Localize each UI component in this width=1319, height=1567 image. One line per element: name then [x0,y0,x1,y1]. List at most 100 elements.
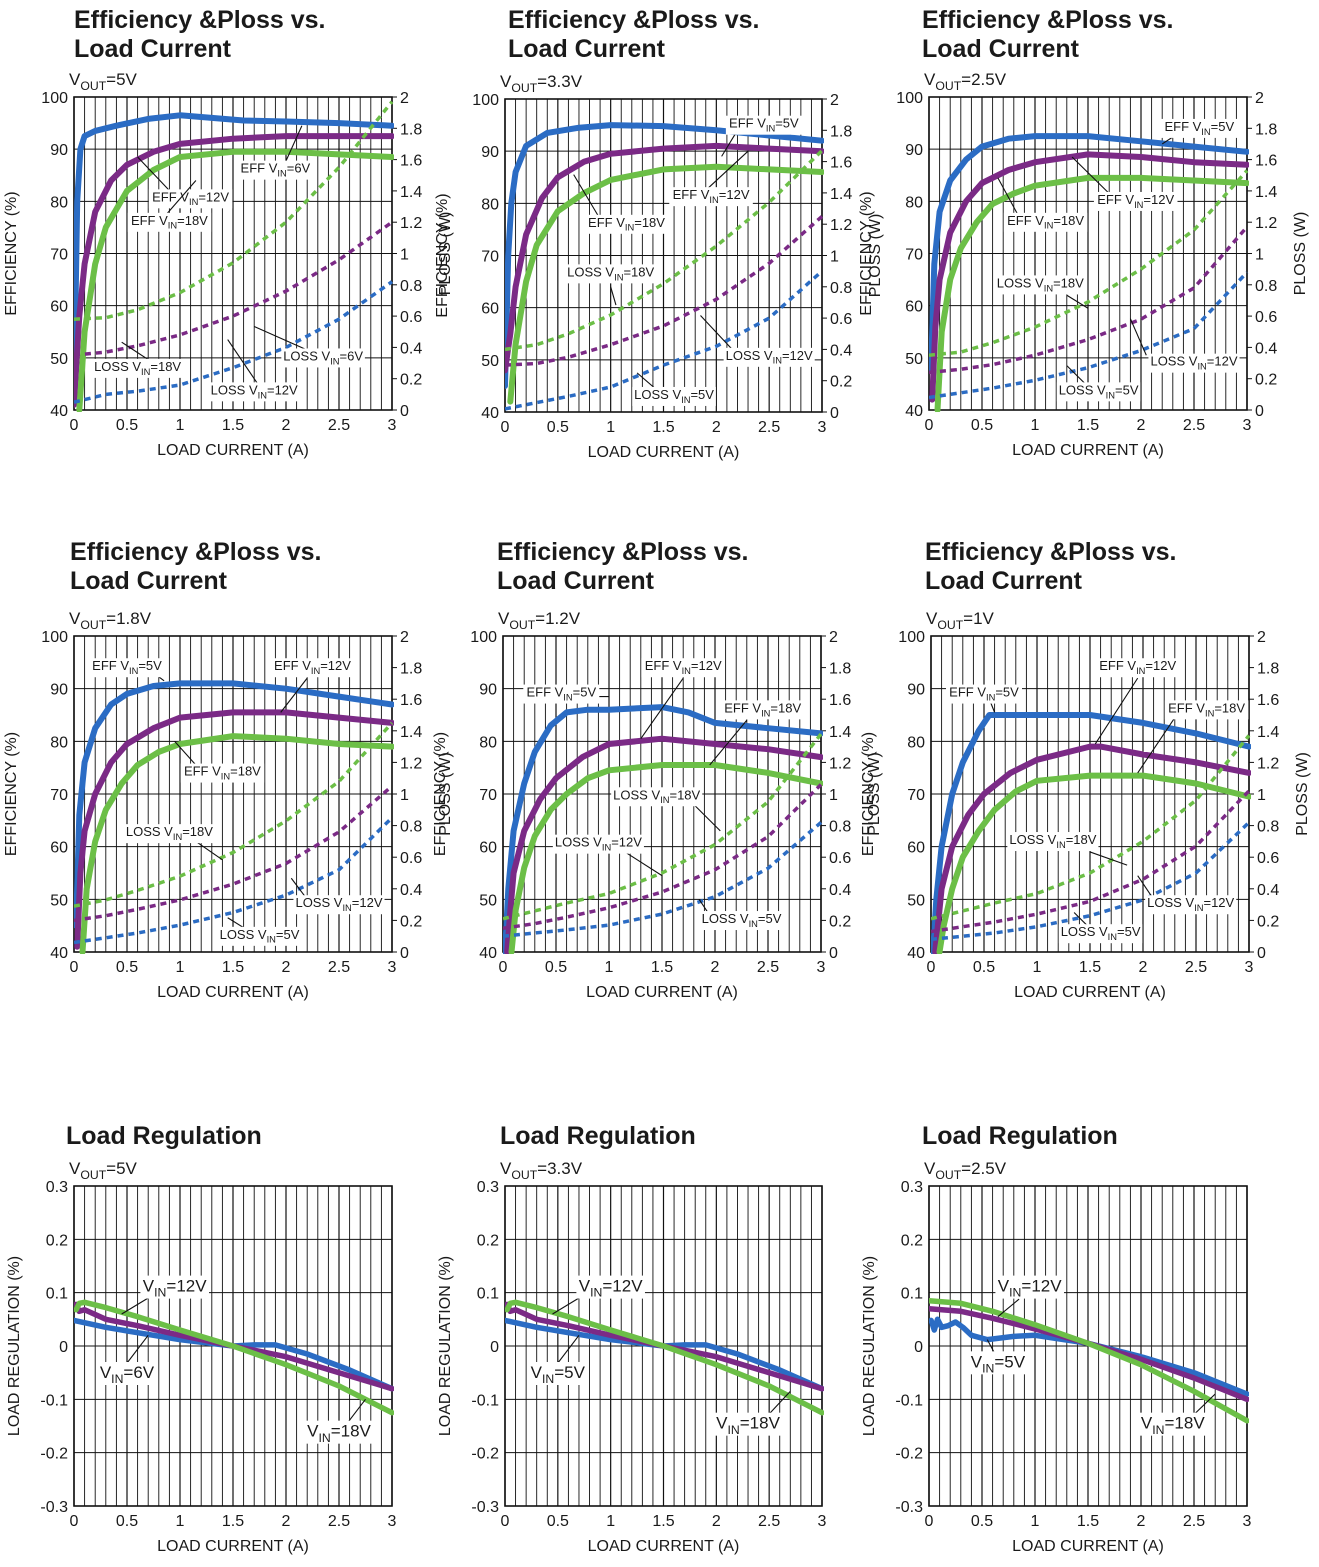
y2-tick-label: 0.6 [830,311,852,328]
y-tick-label: 50 [50,351,68,368]
annotation-label: VIN=12V [579,1277,643,1300]
annotation-bg [584,214,669,234]
x-tick-label: 1.5 [1077,1513,1099,1530]
annotation-bg [1161,118,1238,138]
y2-tick-label: 0.8 [400,819,422,836]
chart-title: Efficiency &Ploss vs. Load Current [925,538,1177,595]
annotation-bg [565,264,657,284]
x-axis-label: LOAD CURRENT (A) [157,984,309,1001]
y2-tick-label: 1 [830,249,839,266]
y2-tick-label: 0.4 [1257,882,1279,899]
chart-subtitle: VOUT=3.3V [500,72,583,95]
x-tick-label: 2 [711,959,720,976]
chart-subtitle: VOUT=2.5V [924,70,1007,93]
chart-subtitle: VOUT=1.2V [498,609,581,632]
y2-tick-label: 0.2 [1255,372,1277,389]
y2-tick-label: 1.8 [400,661,422,678]
annotation-leader [997,177,1020,218]
annotation-label: LOSS VIN=12V [1150,354,1237,372]
y-tick-label: 40 [479,945,497,962]
x-tick-label: 1 [1031,1513,1040,1530]
x-tick-label: 0.5 [116,1513,138,1530]
annotation-label: EFF VIN=18V [724,700,801,718]
y2-axis-label: PLOSS (W) [866,752,883,836]
annotation-label: EFF VIN=18V [1007,213,1084,231]
series-line-eff-vin-5v [505,122,824,389]
chart-panel-2: Efficiency &Ploss vs. Load Current VOUT=3.… [434,6,884,461]
x-tick-label: 0 [927,959,936,976]
annotation-leader [280,677,308,713]
y2-tick-label: 0.2 [830,374,852,391]
x-tick-label: 1.5 [651,959,673,976]
x-tick-label: 0 [501,1513,510,1530]
y-tick-label: 90 [50,142,68,159]
x-tick-label: 3 [388,417,397,434]
y2-tick-label: 1.2 [1255,215,1277,232]
y-tick-label: 80 [50,194,68,211]
x-tick-label: 1 [176,417,185,434]
y2-tick-label: 0 [400,403,409,420]
annotation-bg [217,926,302,946]
y-axis-label: EFFICIENCY (%) [860,732,877,856]
annotation-label: LOSS VIN=12V [1147,895,1234,913]
annotation-label: EFF VIN=6V [241,161,311,179]
annotation-label: EFF VIN=18V [184,764,261,782]
y2-tick-label: 1.8 [1255,121,1277,138]
x-tick-label: 1 [606,1513,615,1530]
y2-tick-label: 1.2 [400,755,422,772]
y2-tick-label: 0.8 [830,280,852,297]
y-tick-label: 40 [50,945,68,962]
series-group [929,133,1249,412]
series-line-eff-vin-18v [79,733,394,954]
y-tick-label: -0.2 [471,1446,499,1463]
y-tick-label: 50 [50,892,68,909]
y-tick-label: 0.1 [477,1286,499,1303]
x-tick-label: 1 [1033,959,1042,976]
annotation-leader [997,1298,1020,1318]
chart-panel-5: Efficiency &Ploss vs. Load Current VOUT=1.… [432,538,883,1001]
annotation-leader [640,677,684,740]
y2-tick-label: 1.6 [829,692,851,709]
y2-tick-label: 0 [829,945,838,962]
chart-subtitle: VOUT=2.5V [924,1159,1007,1182]
y-tick-label: 70 [907,787,925,804]
annotation-label: EFF VIN=12V [1099,658,1176,676]
y2-tick-label: 1.4 [1257,724,1279,741]
annotation-label: LOSS VIN=5V [702,911,782,929]
annotation-bg [1145,895,1237,915]
chart-subtitle: VOUT=1.8V [69,609,152,632]
series-line-eff-vin-18v [936,772,1251,954]
series-line-vin-12v [74,1301,394,1392]
series-line-eff-vin-18v [76,148,394,412]
annotation-label: LOSS VIN=18V [1009,832,1096,850]
annotation-bg [995,1275,1064,1299]
y-tick-label: 90 [905,142,923,159]
y2-tick-label: 1.8 [1257,661,1279,678]
x-tick-label: 3 [1245,959,1254,976]
x-tick-label: 1 [606,419,615,436]
y-tick-label: -0.2 [40,1446,68,1463]
series-line-loss-vin-18v [74,721,394,908]
annotation-label: VIN=12V [998,1277,1062,1300]
y2-tick-label: 1.6 [400,153,422,170]
y2-tick-label: 2 [830,92,839,109]
y-tick-label: 40 [481,405,499,422]
annotation-bg [699,911,784,931]
x-tick-label: 3 [1243,1513,1252,1530]
y-tick-label: 0.1 [46,1286,68,1303]
annotation-leader [227,339,260,387]
annotation-bg [528,1362,588,1385]
series-line-eff-vin-18v [934,174,1249,412]
annotation-label: EFF VIN=5V [949,685,1019,703]
chart-panel-1: Efficiency &Ploss vs. Load Current VOUT=5V… [3,6,454,459]
series-line-loss-vin-18v [74,100,394,321]
y-tick-label: 70 [905,247,923,264]
annotation-leader [610,286,617,306]
x-axis-label: LOAD CURRENT (A) [588,1538,740,1555]
y-tick-label: 0 [59,1339,68,1356]
chart-title: Load Regulation [66,1122,262,1150]
annotation-label: LOSS VIN=5V [1061,924,1141,942]
y2-tick-label: 0.6 [400,309,422,326]
x-tick-label: 0 [925,417,934,434]
series-line-loss-vin-5v [74,816,394,945]
